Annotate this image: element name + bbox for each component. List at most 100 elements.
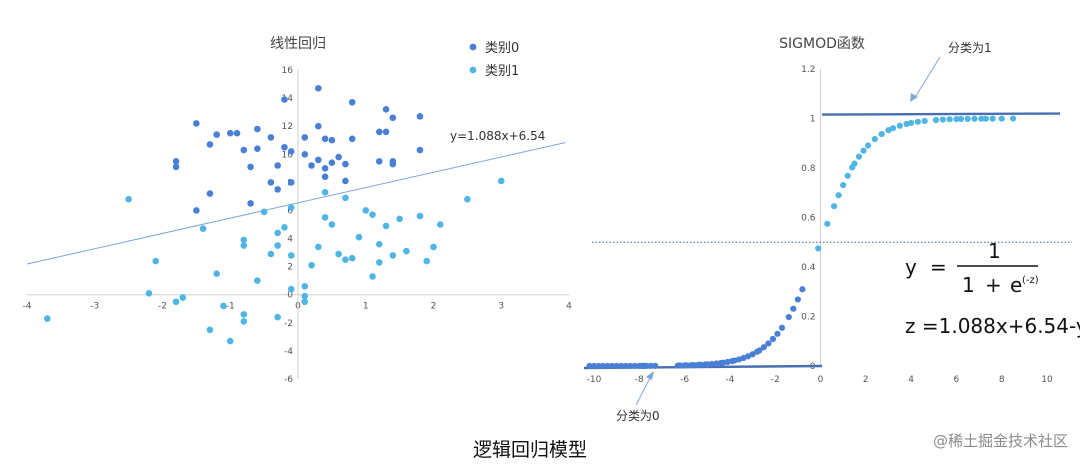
sigmoid-point-class0 [765,340,772,347]
data-point-class1 [281,224,288,231]
x-tick-label: 4 [566,302,572,312]
formula-numerator: 1 [988,239,1001,263]
sigmoid-point-class1 [946,116,953,123]
data-point-class1 [315,243,322,251]
sigmoid-chart: SIGMOD函数 分类为1 分类为0 y = 1 1 + e (-z) z =1… [583,36,1080,423]
data-point-class0 [274,186,281,193]
data-point-class0 [206,190,214,197]
data-point-class0 [301,134,309,141]
sigmoid-point-class1 [864,142,872,149]
sigmoid-x-tick-label: 0 [818,375,824,385]
formula-denominator-one: 1 [962,273,975,297]
data-point-class0 [315,156,322,164]
data-point-class1 [423,257,431,265]
data-point-class0 [193,207,200,214]
sigmoid-x-tick-label: 2 [863,375,869,385]
data-point-class0 [328,136,336,144]
data-point-class1 [213,270,220,277]
y-tick-label: -2 [284,319,293,329]
sigmoid-point-class0 [683,362,690,369]
sigmoid-point-class0 [590,362,598,370]
data-point-class0 [206,141,214,148]
sigmoid-point-class1 [889,125,897,132]
x-tick-label: 1 [363,302,369,312]
data-point-class1 [328,221,336,228]
sigmoid-point-class0 [799,286,806,293]
sigmoid-point-class0 [708,360,715,368]
data-point-class0 [315,84,322,92]
data-point-class0 [328,159,336,166]
data-point-class1 [152,257,160,265]
data-point-class1 [355,233,363,241]
sigmoid-x-tick-label: -8 [635,375,644,385]
data-point-class1 [199,225,207,233]
sigmoid-point-class0 [613,362,620,370]
data-point-class0 [172,163,180,171]
data-point-class1 [44,315,51,322]
arrow-head-bottom [646,371,654,380]
data-point-class1 [389,252,397,259]
sigmoid-point-class0 [618,362,625,370]
sigmoid-point-class1 [851,160,858,167]
data-point-class0 [267,179,275,186]
data-point-class0 [233,129,241,137]
data-point-class1 [382,222,390,230]
sigmoid-point-class1 [835,192,842,199]
sigmoid-point-class0 [631,362,638,370]
sigmoid-point-class0 [778,324,786,331]
data-point-class1 [240,318,248,325]
formula-equals: = [930,255,947,279]
data-point-class1 [376,259,383,266]
data-point-class0 [287,148,295,155]
data-point-class1 [274,242,281,249]
sigmoid-point-class1 [964,115,971,122]
label-classified-as-1: 分类为1 [948,41,992,55]
data-point-class1 [416,212,424,220]
data-point-class0 [382,106,390,113]
data-point-class0 [254,125,261,133]
annotation-class0: 分类为0 [616,371,660,423]
data-point-class1 [342,256,349,263]
sigmoid-point-class0 [794,296,801,303]
y-tick-label: -6 [284,375,293,385]
sigmoid-y-tick-label: 1 [810,115,816,125]
data-point-class0 [226,129,234,137]
y-tick-label: 12 [282,122,293,132]
data-point-class0 [274,162,281,169]
sigmoid-point-class1 [998,115,1005,122]
sigmoid-point-class0 [599,362,607,370]
data-point-class0 [315,122,322,130]
sigmoid-point-class0 [760,344,767,351]
sigmoid-point-class0 [622,362,629,370]
data-point-class1 [179,294,187,301]
data-point-class0 [308,162,315,169]
sigmoid-point-class0 [713,360,720,367]
data-point-class1 [301,292,309,300]
data-point-class1 [369,211,376,218]
sigmoid-x-tick-label: -4 [725,375,734,385]
sigmoid-point-class0 [697,361,704,368]
sigmoid-point-class1 [871,135,878,143]
data-point-class0 [267,134,275,141]
z-formula: z =1.088x+6.54-y [905,314,1080,338]
watermark: @稀土掘金技术社区 [933,432,1068,450]
sigmoid-point-class0 [774,330,781,337]
data-point-class1 [226,337,234,345]
sigmoid-x-tick-label: 8 [999,375,1005,385]
fit-line [26,142,566,265]
legend-marker-class1 [469,66,477,74]
data-point-class1 [301,283,309,290]
data-point-class1 [206,326,214,334]
x-tick-label: 2 [431,302,437,312]
x-tick-label: -1 [226,302,235,312]
sigmoid-point-class1 [953,116,960,123]
sigmoid-point-class1 [971,115,978,122]
formula-denominator-e: e [1010,273,1022,297]
data-point-class0 [247,200,254,207]
x-tick-label: -4 [23,302,32,312]
legend: 类别0 类别1 [469,41,519,79]
sigmoid-point-class0 [790,305,797,312]
data-point-class0 [287,179,295,186]
data-point-class0 [321,173,329,181]
sigmoid-point-class0 [604,362,611,370]
